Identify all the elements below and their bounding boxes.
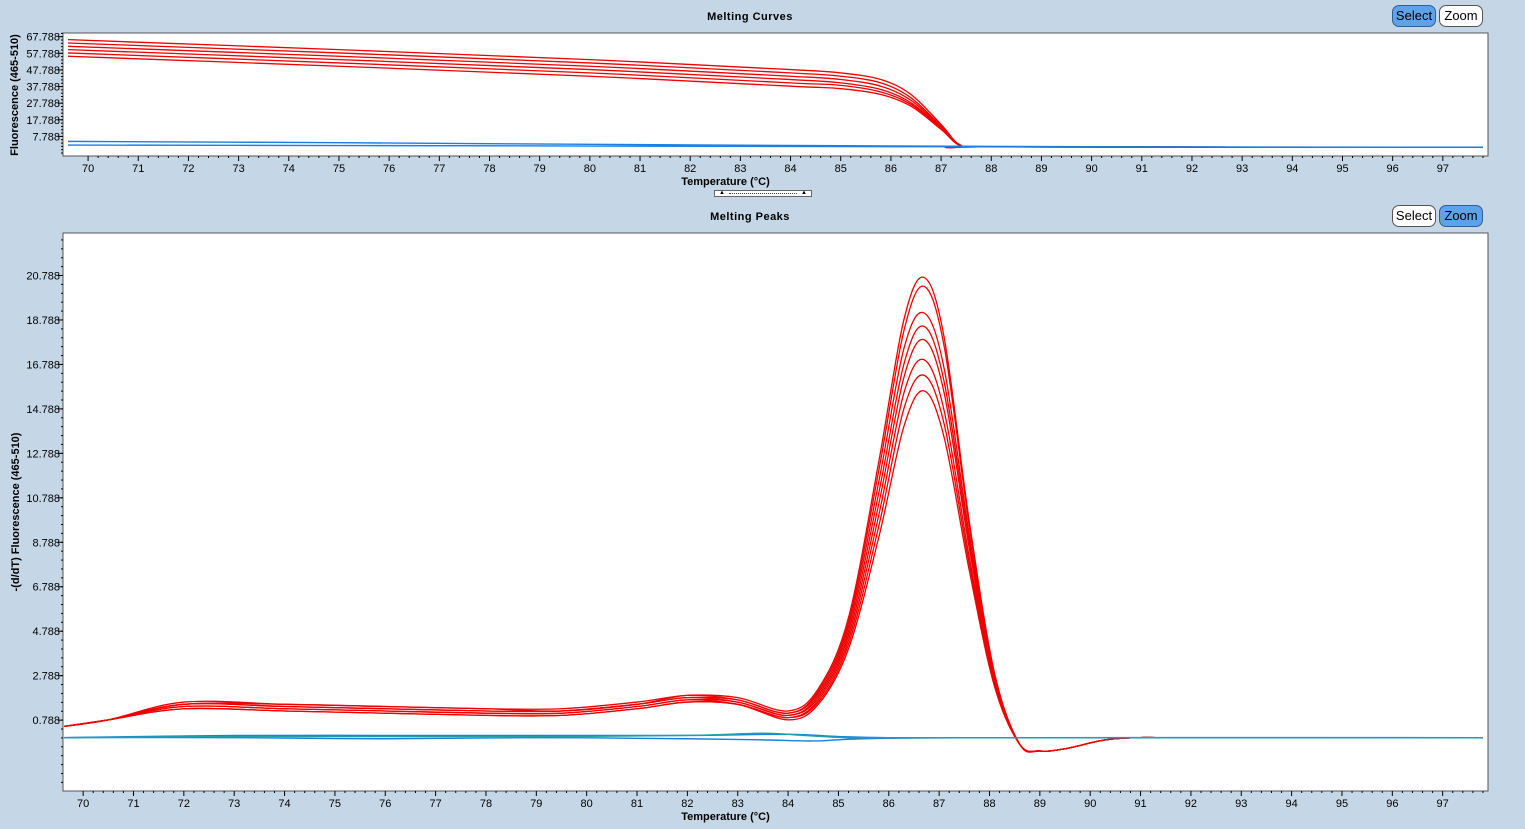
x-tick-label: 88 [983,798,995,810]
x-tick-label: 88 [985,163,997,175]
y-tick-label: 7.788 [32,131,60,143]
x-tick-label: 81 [631,798,643,810]
x-tick-label: 92 [1186,163,1198,175]
x-tick-label: 70 [77,798,89,810]
splitter-up-icon: ▲ [719,190,725,196]
series-line-positive-7 [64,276,1483,753]
x-tick-label: 80 [581,798,593,810]
y-tick-label: 18.788 [26,315,60,327]
y-axis-title: -(d/dT) Fluorescence (465-510) [10,432,22,591]
panel-splitter[interactable]: ▲ ▲ [714,190,812,197]
y-tick-label: 17.788 [26,115,60,127]
x-tick-label: 76 [379,798,391,810]
top-select-button[interactable]: Select [1392,5,1436,27]
x-tick-label: 74 [283,163,295,175]
x-tick-label: 86 [883,798,895,810]
x-tick-label: 84 [782,798,794,810]
x-tick-label: 86 [885,163,897,175]
x-axis-title: Temperature (°C) [681,811,770,823]
x-axis-title: Temperature (°C) [681,176,770,188]
x-tick-label: 77 [429,798,441,810]
x-tick-label: 87 [935,163,947,175]
x-tick-label: 75 [333,163,345,175]
melting-curves-chart[interactable]: 70 71 72 73 74 75 76 77 78 79 80 81 82 83 84 85 86 87 88 89… [0,0,1525,190]
x-tick-label: 90 [1085,163,1097,175]
y-tick-label: 47.788 [26,65,60,77]
x-tick-label: 89 [1035,163,1047,175]
x-tick-label: 73 [228,798,240,810]
x-tick-label: 78 [480,798,492,810]
x-tick-label: 97 [1437,163,1449,175]
melting-curves-title: Melting Curves [707,11,793,23]
bottom-zoom-button[interactable]: Zoom [1439,205,1483,227]
x-tick-label: 73 [232,163,244,175]
x-tick-label: 95 [1336,163,1348,175]
x-tick-label: 71 [127,798,139,810]
x-tick-label: 85 [835,163,847,175]
x-tick-label: 85 [832,798,844,810]
y-tick-label: 14.788 [26,404,60,416]
x-tick-label: 83 [734,163,746,175]
x-tick-label: 79 [534,163,546,175]
y-axis-title: Fluorescence (465-510) [9,34,21,156]
x-tick-label: 71 [132,163,144,175]
y-tick-label: 16.788 [26,359,60,371]
x-tick-label: 70 [82,163,94,175]
y-tick-label: 2.788 [32,671,60,683]
melting-peaks-title: Melting Peaks [710,211,790,223]
x-tick-label: 89 [1034,798,1046,810]
x-tick-label: 95 [1336,798,1348,810]
y-tick-label: 67.788 [26,32,60,44]
x-tick-label: 77 [433,163,445,175]
top-zoom-button[interactable]: Zoom [1439,5,1483,27]
y-tick-label: 37.788 [26,82,60,94]
y-tick-label: 57.788 [26,48,60,60]
x-tick-label: 94 [1286,163,1298,175]
plot-area-0[interactable] [62,32,1489,157]
y-tick-label: 6.788 [32,582,60,594]
x-tick-label: 79 [530,798,542,810]
x-tick-label: 94 [1285,798,1297,810]
x-tick-label: 93 [1235,798,1247,810]
series-line-negative-7 [68,144,1483,149]
splitter-up-icon-right: ▲ [801,190,807,196]
series-line-negative-10 [64,732,1483,739]
y-tick-label: 10.788 [26,493,60,505]
y-tick-label: 12.788 [26,448,60,460]
x-tick-label: 84 [784,163,796,175]
x-tick-label: 91 [1136,163,1148,175]
x-tick-label: 96 [1386,798,1398,810]
x-tick-label: 80 [584,163,596,175]
splitter-grip [729,193,797,194]
bottom-select-button[interactable]: Select [1392,205,1436,227]
x-tick-label: 72 [182,163,194,175]
y-tick-label: 0.788 [32,715,60,727]
x-tick-label: 76 [383,163,395,175]
x-tick-label: 78 [483,163,495,175]
x-tick-label: 96 [1387,163,1399,175]
y-tick-label: 20.788 [26,271,60,283]
x-tick-label: 72 [178,798,190,810]
series-group [67,39,1483,149]
x-tick-label: 92 [1185,798,1197,810]
x-tick-label: 75 [329,798,341,810]
x-tick-label: 74 [278,798,290,810]
x-tick-label: 93 [1236,163,1248,175]
x-tick-label: 97 [1437,798,1449,810]
x-tick-label: 82 [681,798,693,810]
series-group [64,276,1483,753]
x-tick-label: 91 [1134,798,1146,810]
x-tick-label: 83 [732,798,744,810]
x-tick-label: 90 [1084,798,1096,810]
y-tick-label: 4.788 [32,626,60,638]
x-tick-label: 87 [933,798,945,810]
x-tick-label: 81 [634,163,646,175]
x-tick-label: 82 [684,163,696,175]
y-tick-label: 27.788 [26,98,60,110]
plot-area-1[interactable] [62,232,1489,792]
y-tick-label: 8.788 [32,537,60,549]
